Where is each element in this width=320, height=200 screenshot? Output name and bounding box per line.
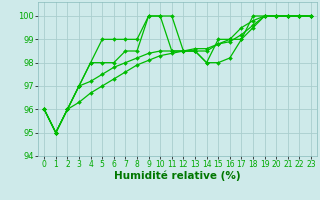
X-axis label: Humidité relative (%): Humidité relative (%) bbox=[114, 171, 241, 181]
